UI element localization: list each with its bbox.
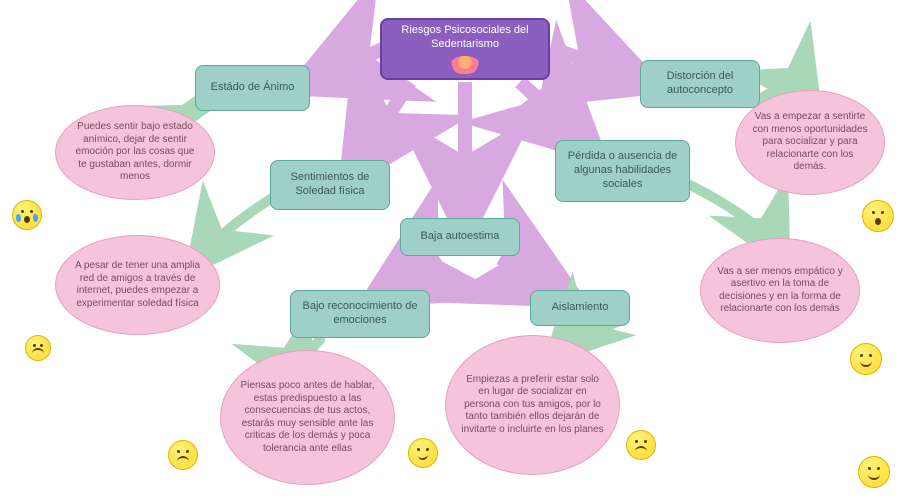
arrow-main — [360, 82, 410, 160]
box-autoestima: Baja autoestima — [400, 218, 520, 256]
box-soledad: Sentimientos de Soledad física — [270, 160, 390, 210]
emoji-sad2-icon — [626, 430, 656, 460]
bubble-b4: Vas a ser menos empático y asertivo en l… — [700, 238, 860, 343]
bubble-b3: A pesar de tener una amplia red de amigo… — [55, 235, 220, 335]
bubble-b5: Piensas poco antes de hablar, estas pred… — [220, 350, 395, 485]
arrow-main — [520, 82, 580, 138]
emoji-worry2-icon — [408, 438, 438, 468]
emoji-shock-icon — [862, 200, 894, 232]
arrow-main — [318, 48, 385, 78]
diagram-stage: { "diagram": { "type": "flowchart", "can… — [0, 0, 900, 500]
emoji-worry1-icon — [168, 440, 198, 470]
root-node: Riesgos Psicosociales del Sedentarismo — [380, 18, 550, 80]
emoji-smile2-icon — [858, 456, 890, 488]
box-animo: Estádo de Ánimo — [195, 65, 310, 111]
arrow-main — [390, 258, 440, 288]
box-distorcion: Distorción del autoconcepto — [640, 60, 760, 108]
box-perdida: Pérdida o ausencia de algunas habilidade… — [555, 140, 690, 202]
bubble-b2: Vas a empezar a sentirte con menos oport… — [735, 90, 885, 195]
arrow-main — [552, 48, 632, 78]
bubble-b6: Empiezas a preferir estar solo en lugar … — [445, 335, 620, 475]
bubble-b1: Puedes sentir bajo estado anímico, dejar… — [55, 105, 215, 200]
person-icon — [450, 56, 480, 75]
arrow-main — [500, 258, 555, 288]
emoji-cry-icon — [12, 200, 42, 230]
arrow-curved — [200, 198, 272, 258]
emoji-smile1-icon — [850, 343, 882, 375]
box-reconoc: Bajo reconocimiento de emociones — [290, 290, 430, 338]
box-aislam: Aislamiento — [530, 290, 630, 326]
emoji-sad1-icon — [25, 335, 51, 361]
root-label: Riesgos Psicosociales del Sedentarismo — [388, 24, 542, 52]
